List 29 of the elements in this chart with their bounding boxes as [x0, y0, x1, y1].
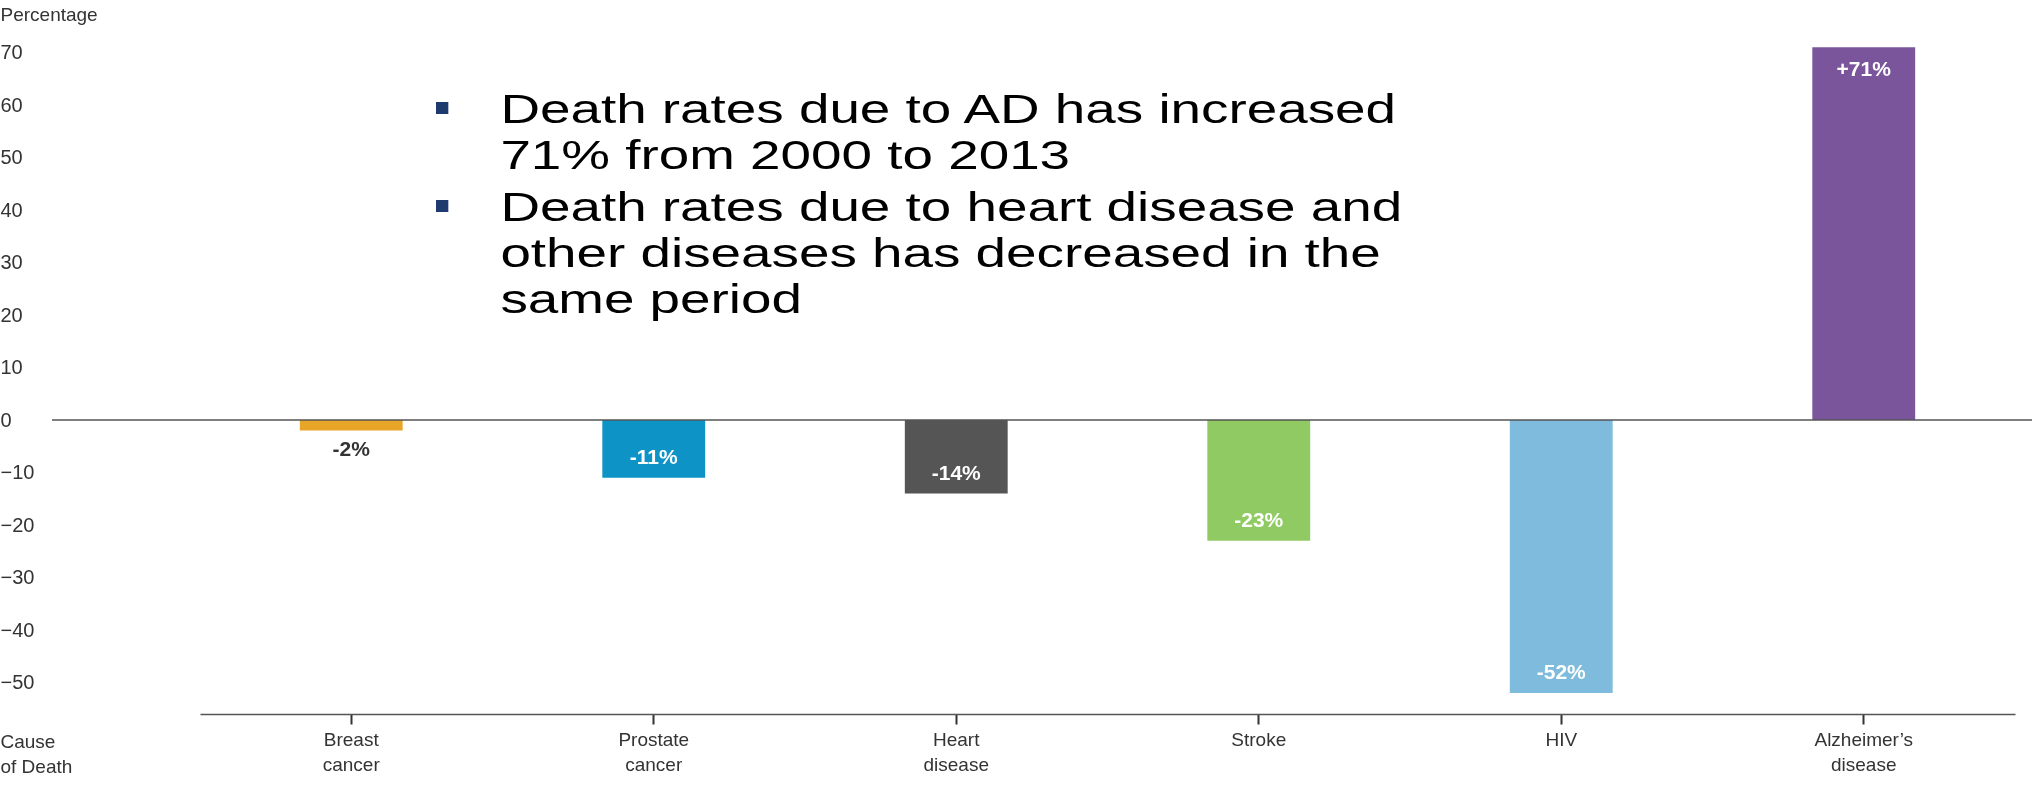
annotation: Death rates due to AD has increased 71% from 2000 to 2013	[499, 86, 1397, 178]
annotation: Death rates due to heart disease and other diseases has decreased in the same period	[499, 184, 1404, 322]
data-label: -11%	[629, 444, 679, 468]
x-axis-title: Cause of Death	[0, 730, 73, 777]
x-tick-label: Prostate cancer	[618, 728, 690, 775]
y-tick-label: −50	[0, 671, 35, 693]
y-tick-label: −20	[0, 513, 35, 536]
x-tick-label: Alzheimer’s disease	[1814, 728, 1914, 775]
y-tick-label: 30	[0, 251, 23, 273]
y-tick-label: 50	[0, 146, 23, 168]
data-label: -14%	[931, 460, 982, 484]
y-axis-title: Percentage	[0, 3, 98, 25]
y-tick-label: 70	[0, 41, 23, 63]
y-tick-label: −10	[0, 461, 35, 483]
x-tick-label: Heart disease	[923, 728, 989, 775]
data-label: +71%	[1836, 57, 1892, 81]
y-tick-label: 0	[0, 408, 12, 431]
y-tick-label: 60	[0, 93, 23, 116]
data-label: -23%	[1234, 507, 1284, 531]
y-tick-label: −40	[0, 618, 35, 641]
y-tick-label: 20	[0, 303, 23, 326]
x-tick-label: Stroke	[1231, 728, 1287, 750]
data-label: -52%	[1536, 660, 1587, 683]
x-tick-label: Breast cancer	[322, 728, 381, 775]
x-tick-label: HIV	[1545, 728, 1578, 750]
y-tick-label: −30	[0, 566, 35, 588]
y-tick-label: 40	[0, 198, 23, 221]
data-label: -2%	[332, 436, 371, 460]
y-tick-label: 10	[0, 356, 23, 378]
